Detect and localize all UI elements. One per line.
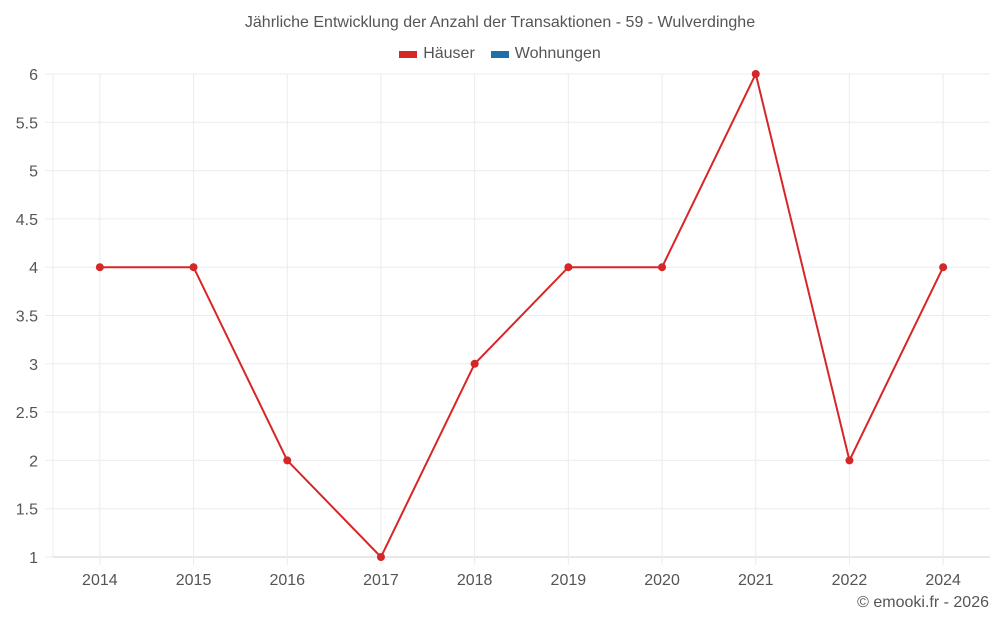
legend-label-wohnungen: Wohnungen bbox=[514, 45, 601, 62]
x-tick-label: 2017 bbox=[363, 572, 399, 589]
y-tick-label: 6 bbox=[29, 67, 38, 84]
y-tick-label: 1 bbox=[29, 550, 38, 567]
credit-text: © emooki.fr - 2026 bbox=[857, 594, 989, 611]
legend-swatch-haeuser bbox=[399, 50, 418, 58]
chart-title: Jährliche Entwicklung der Anzahl der Tra… bbox=[244, 14, 756, 31]
data-point[interactable] bbox=[751, 70, 760, 78]
x-tick-label: 2020 bbox=[644, 572, 680, 589]
data-point[interactable] bbox=[189, 263, 198, 272]
data-point[interactable] bbox=[376, 553, 385, 561]
data-point[interactable] bbox=[564, 263, 573, 272]
y-tick-label: 5 bbox=[29, 164, 38, 181]
data-point[interactable] bbox=[470, 359, 479, 368]
data-point[interactable] bbox=[845, 456, 854, 465]
legend-label-haeuser: Häuser bbox=[423, 45, 475, 62]
data-point[interactable] bbox=[283, 456, 292, 465]
x-tick-label: 2021 bbox=[738, 572, 774, 589]
x-tick-label: 2016 bbox=[269, 572, 305, 589]
y-tick-label: 4.5 bbox=[16, 212, 38, 229]
y-tick-label: 2.5 bbox=[16, 405, 38, 422]
y-tick-label: 3 bbox=[29, 357, 38, 374]
x-tick-label: 2019 bbox=[551, 572, 587, 589]
data-point[interactable] bbox=[95, 263, 104, 272]
y-tick-label: 5.5 bbox=[16, 115, 38, 132]
legend-swatch-wohnungen bbox=[490, 50, 509, 58]
x-tick-label: 2015 bbox=[176, 572, 212, 589]
data-point[interactable] bbox=[939, 263, 948, 272]
y-tick-label: 3.5 bbox=[16, 309, 38, 326]
y-tick-label: 4 bbox=[29, 260, 38, 277]
legend-item-haeuser[interactable]: Häuser bbox=[399, 45, 475, 63]
x-tick-label: 2014 bbox=[82, 572, 118, 589]
data-point[interactable] bbox=[658, 263, 667, 272]
y-tick-label: 2 bbox=[29, 453, 38, 470]
x-tick-label: 2024 bbox=[925, 572, 961, 589]
x-tick-label: 2018 bbox=[457, 572, 493, 589]
legend: Häuser Wohnungen bbox=[0, 45, 1000, 63]
y-tick-label: 1.5 bbox=[16, 502, 38, 519]
x-tick-label: 2022 bbox=[832, 572, 868, 589]
series-line bbox=[99, 71, 945, 559]
legend-item-wohnungen[interactable]: Wohnungen bbox=[490, 45, 601, 63]
